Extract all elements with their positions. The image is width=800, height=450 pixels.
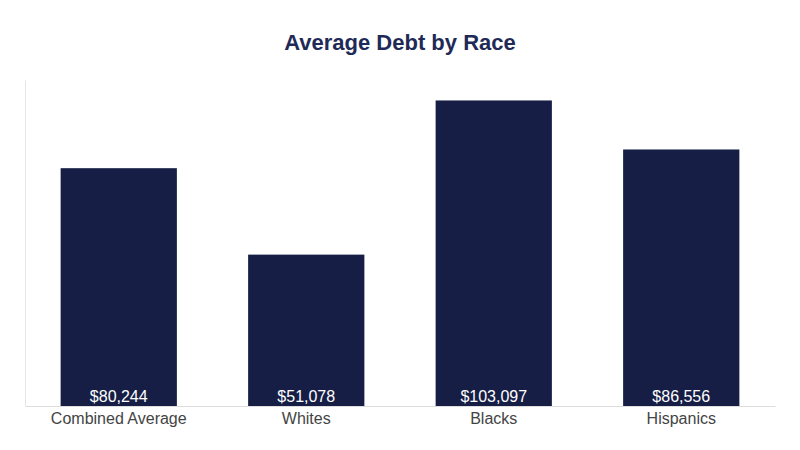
- bars: [61, 100, 740, 406]
- chart: Average Debt by Race Combined Average Whit…: [0, 0, 800, 450]
- data-label: $80,244: [90, 388, 148, 405]
- x-tick: Hispanics: [647, 406, 716, 427]
- plot: Combined Average Whites Blacks Hispanics $80…: [26, 81, 776, 428]
- data-labels: $80,244 $51,078 $103,097 $86,556: [90, 388, 710, 405]
- bar: [436, 100, 552, 406]
- x-tick-label: Combined Average: [51, 410, 187, 427]
- bar: [623, 149, 739, 406]
- data-label: $103,097: [460, 388, 527, 405]
- x-tick-label: Whites: [282, 410, 331, 427]
- data-label: $51,078: [277, 388, 335, 405]
- x-axis-line: [26, 406, 776, 407]
- data-label: $86,556: [652, 388, 710, 405]
- x-tick: Whites: [282, 406, 331, 427]
- x-axis: Combined Average Whites Blacks Hispanics: [26, 406, 776, 427]
- x-tick-label: Hispanics: [647, 410, 716, 427]
- bar: [61, 168, 177, 406]
- x-tick-label: Blacks: [470, 410, 517, 427]
- y-axis-line: [25, 81, 26, 407]
- bar: [248, 255, 364, 406]
- x-tick: Combined Average: [51, 406, 187, 427]
- x-tick: Blacks: [470, 406, 517, 427]
- title: Average Debt by Race: [284, 30, 516, 55]
- y-axis: [25, 81, 26, 407]
